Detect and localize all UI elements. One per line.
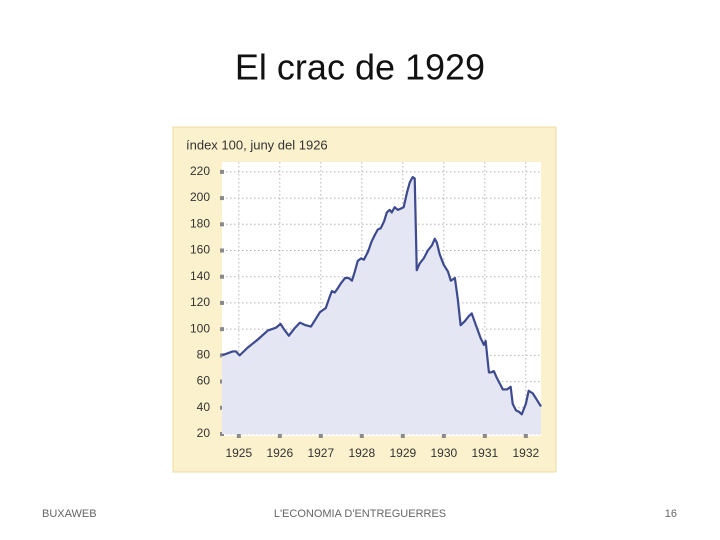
x-tick-label: 1932 [512,446,539,460]
x-tick-mark [236,434,241,438]
y-tick-label: 220 [190,164,210,178]
y-tick-mark [220,169,224,174]
y-tick-label: 20 [197,426,211,440]
area-fill [222,177,541,434]
x-tick-mark [523,434,528,438]
x-tick-label: 1925 [225,446,252,460]
x-tick-mark [359,434,364,438]
y-tick-label: 200 [190,190,210,204]
y-tick-label: 120 [190,295,210,309]
slide-title: El crac de 1929 [235,47,485,88]
y-tick-mark [220,274,224,279]
y-tick-mark [220,327,224,332]
footer-right: 16 [665,508,677,520]
y-tick-label: 60 [197,374,211,388]
y-axis-label: índex 100, juny del 1926 [186,137,328,152]
y-tick-mark [220,248,224,253]
y-tick-label: 140 [190,269,210,283]
y-tick-label: 80 [197,348,211,362]
x-tick-label: 1931 [471,446,498,460]
x-tick-label: 1928 [348,446,375,460]
footer-center: L'ECONOMIA D'ENTREGUERRES [274,508,446,520]
x-tick-mark [400,434,405,438]
y-tick-label: 40 [197,400,211,414]
x-tick-label: 1930 [430,446,457,460]
y-tick-mark [220,196,224,201]
x-tick-label: 1927 [307,446,334,460]
y-tick-label: 100 [190,321,210,335]
x-tick-label: 1926 [266,446,293,460]
x-tick-mark [277,434,282,438]
footer-left: BUXAWEB [42,508,97,520]
x-tick-mark [482,434,487,438]
y-tick-mark [220,222,224,227]
x-tick-label: 1929 [389,446,416,460]
x-tick-mark [441,434,446,438]
line [221,176,542,416]
y-tick-label: 160 [190,243,210,257]
y-tick-label: 180 [190,216,210,230]
x-tick-mark [318,434,323,438]
y-tick-mark [220,300,224,305]
